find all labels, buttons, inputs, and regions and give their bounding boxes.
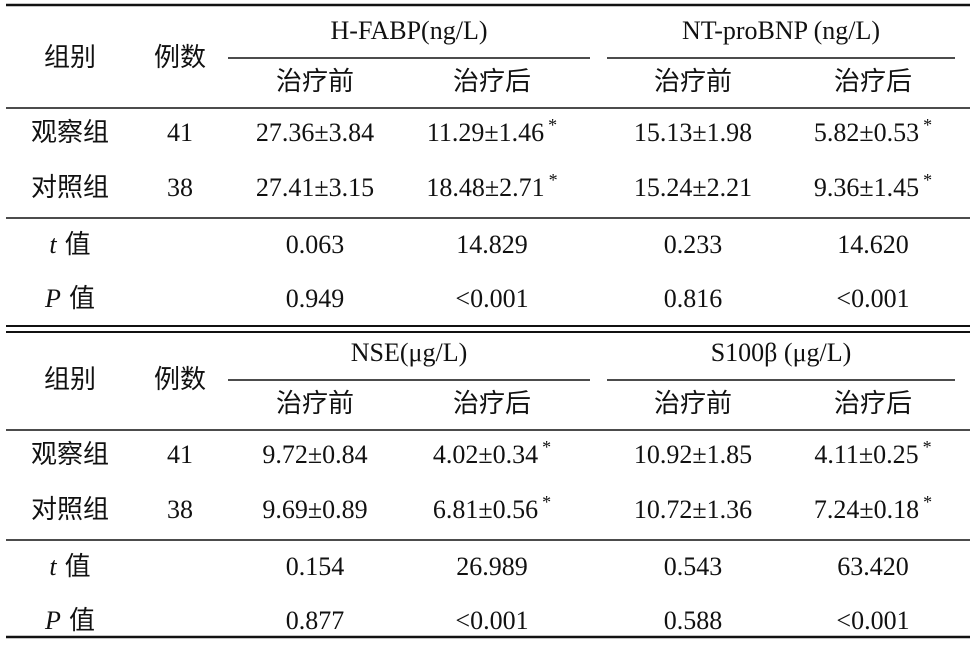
sub-header: 治疗后 [834,67,912,96]
cell-value: 4.02±0.34 [433,440,538,469]
cell: 11.29±1.46 * [427,115,557,147]
sub-header: 治疗后 [453,67,531,96]
stat-var: t [49,230,57,259]
stat-var: P [44,284,61,313]
stat-value: <0.001 [836,606,909,635]
sub-header: 治疗前 [276,67,354,96]
cell-mark: * [549,170,558,190]
stat-name: 值 [65,552,91,581]
sub-header: 治疗前 [276,389,354,418]
stat-value: 0.154 [286,552,345,581]
cell-mark: * [542,437,551,457]
cell: 27.36±3.84 [256,118,374,147]
sub-header: 治疗前 [654,389,732,418]
cell: 27.41±3.15 [256,173,374,202]
cell-value: 18.48±2.71 [426,173,544,202]
cell-value: 10.92±1.85 [634,440,752,469]
cell: 9.72±0.84 [262,440,367,469]
row-count: 41 [167,118,193,147]
stat-var: P [44,606,61,635]
stat-value: 14.620 [837,230,909,259]
cell-value: 15.24±2.21 [634,173,752,202]
stat-value: <0.001 [455,606,528,635]
cell: 9.69±0.89 [262,495,367,524]
cell-value: 4.11±0.25 [814,440,918,469]
cell-value: 10.72±1.36 [634,495,752,524]
cell: 18.48±2.71 * [426,170,557,202]
measure-header: H-FABP(ng/L) [331,16,488,45]
cell-value: 9.69±0.89 [262,495,367,524]
cell-mark: * [923,115,932,135]
cell-mark: * [923,437,932,457]
measure-header: S100β (μg/L) [711,338,852,367]
stat-value: 0.816 [664,284,723,313]
cell-value: 7.24±0.18 [814,495,919,524]
cell: 15.13±1.98 [634,118,752,147]
stat-name: 值 [69,284,95,313]
row-count: 41 [167,440,193,469]
stat-value: 0.949 [286,284,345,313]
cell: 10.92±1.85 [634,440,752,469]
count-header: 例数 [154,43,206,72]
group-header: 组别 [44,43,96,72]
cell-mark: * [542,492,551,512]
row-count: 38 [167,495,193,524]
row-count: 38 [167,173,193,202]
cell-value: 27.41±3.15 [256,173,374,202]
row-group: 对照组 [31,173,109,202]
stat-name: 值 [65,230,91,259]
measure-header: NSE(μg/L) [351,338,467,367]
stat-value: 0.233 [664,230,723,259]
stat-value: 63.420 [837,552,909,581]
stat-value: 0.543 [664,552,723,581]
cell-mark: * [923,170,932,190]
stat-value: 0.877 [286,606,345,635]
cell: 15.24±2.21 [634,173,752,202]
cell-value: 9.72±0.84 [262,440,367,469]
stat-value: 0.588 [664,606,723,635]
stat-value: 0.063 [286,230,345,259]
cell-value: 11.29±1.46 [427,118,544,147]
cell: 4.11±0.25 * [814,437,931,469]
cell-mark: * [923,492,932,512]
count-header: 例数 [154,365,206,394]
cell-value: 15.13±1.98 [634,118,752,147]
stat-var: t [49,552,57,581]
cell-value: 6.81±0.56 [433,495,538,524]
sub-header: 治疗后 [453,389,531,418]
sub-header: 治疗后 [834,389,912,418]
row-group: 观察组 [31,118,109,147]
stat-name: 值 [69,606,95,635]
cell: 7.24±0.18 * [814,492,932,524]
cell-value: 27.36±3.84 [256,118,374,147]
cell: 10.72±1.36 [634,495,752,524]
cell-value: 5.82±0.53 [814,118,919,147]
cell-value: 9.36±1.45 [814,173,919,202]
measure-header: NT-proBNP (ng/L) [682,16,880,45]
cell: 4.02±0.34 * [433,437,551,469]
stat-value: <0.001 [455,284,528,313]
cell: 9.36±1.45 * [814,170,932,202]
cell-mark: * [548,115,557,135]
row-group: 对照组 [31,495,109,524]
group-header: 组别 [44,365,96,394]
sub-header: 治疗前 [654,67,732,96]
stat-value: <0.001 [836,284,909,313]
row-group: 观察组 [31,440,109,469]
stat-value: 14.829 [456,230,528,259]
cell: 5.82±0.53 * [814,115,932,147]
stat-value: 26.989 [456,552,528,581]
cell: 6.81±0.56 * [433,492,551,524]
